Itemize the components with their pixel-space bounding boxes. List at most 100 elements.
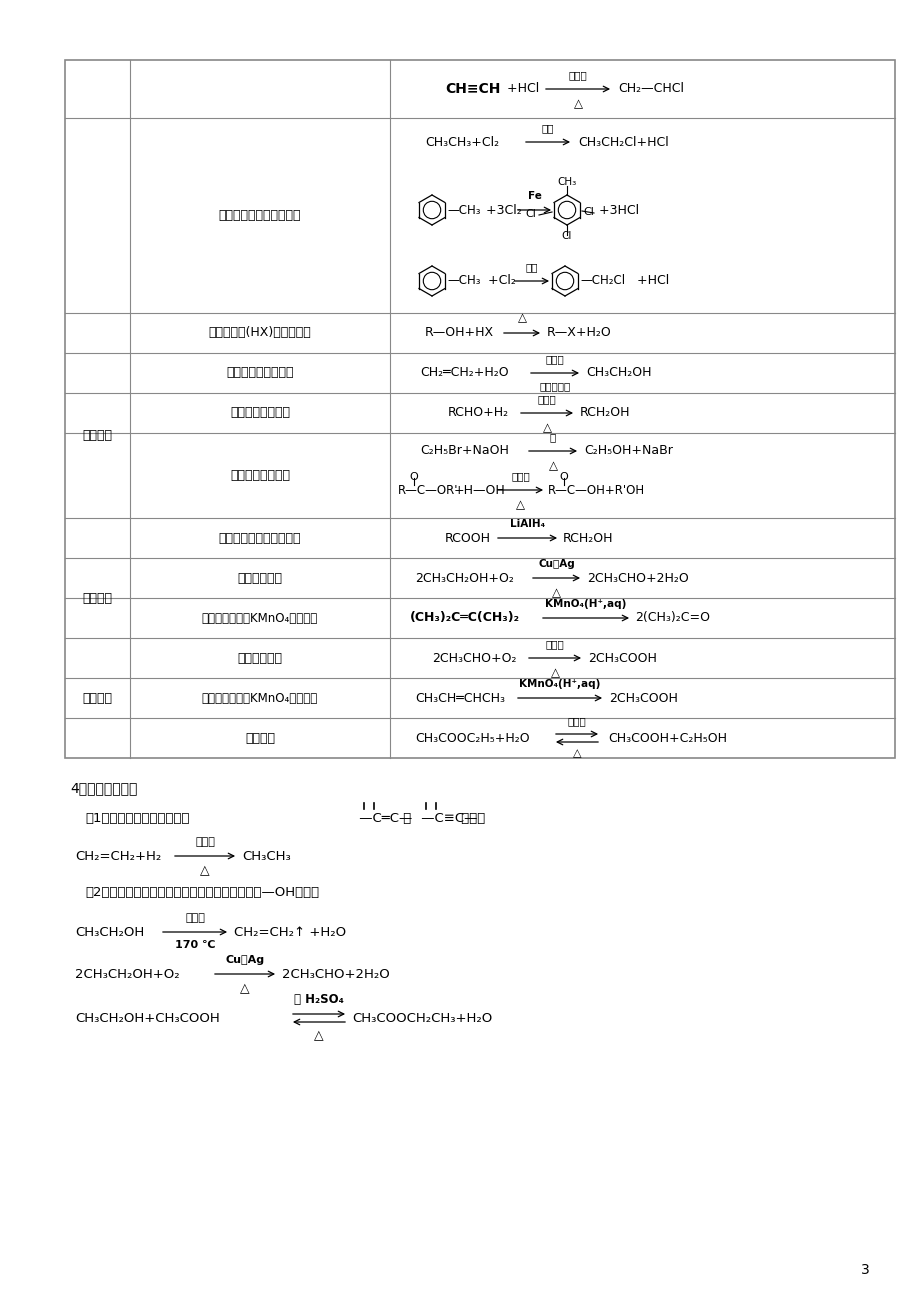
Text: +H—OH: +H—OH [453,483,505,496]
Text: △: △ [200,865,210,878]
Text: CH₃: CH₃ [557,177,576,187]
Text: Cl: Cl [583,207,594,217]
Text: 某些烯烃被酸性KMnO₄溶液氧化: 某些烯烃被酸性KMnO₄溶液氧化 [201,691,318,704]
Text: LiAlH₄: LiAlH₄ [509,519,544,529]
Text: CH₃CH₂Cl+HCl: CH₃CH₂Cl+HCl [577,135,668,148]
Text: Cl: Cl [525,210,535,219]
Text: 2CH₃CHO+2H₂O: 2CH₃CHO+2H₂O [282,967,390,980]
Text: 水: 水 [550,432,555,441]
Text: KMnO₄(H⁺,aq): KMnO₄(H⁺,aq) [518,680,600,689]
Text: （2）通过消去反应、氧化反应或酯化反应可消除—OH。如：: （2）通过消去反应、氧化反应或酯化反应可消除—OH。如： [85,885,319,898]
Text: 酯的水解: 酯的水解 [244,732,275,745]
Text: （1）通过加成反应可以消除: （1）通过加成反应可以消除 [85,811,189,824]
Text: 羧酸在一定条件下被还原: 羧酸在一定条件下被还原 [219,531,301,544]
Text: R—X+H₂O: R—X+H₂O [547,327,611,340]
Text: 2CH₃COOH: 2CH₃COOH [587,651,656,664]
Text: 2CH₃CHO+2H₂O: 2CH₃CHO+2H₂O [586,572,688,585]
Text: 。如：: 。如： [457,811,484,824]
Text: C₂H₅OH+NaBr: C₂H₅OH+NaBr [584,444,672,457]
Text: 稀硫酸: 稀硫酸 [511,471,529,480]
Text: CH₂═CH₂+H₂O: CH₂═CH₂+H₂O [420,366,508,379]
Text: 卤代烃、酯的水解: 卤代烃、酯的水解 [230,469,289,482]
Text: KMnO₄(H⁺,aq): KMnO₄(H⁺,aq) [545,599,626,609]
Text: △: △ [542,421,550,434]
Text: CH₃CH₂OH: CH₃CH₂OH [585,366,651,379]
Text: 引入醛基: 引入醛基 [83,591,112,604]
Text: R—C—OR': R—C—OR' [398,483,458,496]
Text: (CH₃)₂C═C(CH₃)₂: (CH₃)₂C═C(CH₃)₂ [410,612,519,625]
Text: CH₂=CH₂↑ +H₂O: CH₂=CH₂↑ +H₂O [233,926,346,939]
Text: Fe: Fe [527,191,541,201]
Text: △: △ [573,749,581,758]
Text: CH₃CH₃+Cl₂: CH₃CH₃+Cl₂ [425,135,499,148]
Text: 烯烃与水的加成反应: 烯烃与水的加成反应 [226,366,293,379]
Text: △: △ [516,311,526,324]
Text: 引入羧基: 引入羧基 [83,691,112,704]
Text: 浓 H₂SO₄: 浓 H₂SO₄ [294,993,344,1006]
Text: CH₂=CH₂+H₂: CH₂=CH₂+H₂ [75,849,161,862]
Text: RCOOH: RCOOH [445,531,491,544]
Text: △: △ [314,1029,323,1042]
Text: 2CH₃CH₂OH+O₂: 2CH₃CH₂OH+O₂ [414,572,514,585]
Text: —CH₂Cl: —CH₂Cl [579,275,624,288]
Text: CH≡CH: CH≡CH [445,82,500,96]
Text: 醇与氢卤酸(HX)的取代反应: 醇与氢卤酸(HX)的取代反应 [209,327,311,340]
Text: 加热、加压: 加热、加压 [539,381,570,391]
Text: △: △ [573,98,582,109]
Text: 催化剂: 催化剂 [195,837,215,848]
Text: 醛的氧化反应: 醛的氧化反应 [237,651,282,664]
Text: —CH₃: —CH₃ [447,275,480,288]
Text: +3Cl₂: +3Cl₂ [482,203,521,216]
Text: △: △ [550,667,559,680]
Text: △: △ [548,460,557,473]
Text: CH₃CH₃: CH₃CH₃ [242,849,290,862]
Text: Cu或Ag: Cu或Ag [225,954,265,965]
Text: CH₃COOCH₂CH₃+H₂O: CH₃COOCH₂CH₃+H₂O [352,1012,492,1025]
Text: RCH₂OH: RCH₂OH [579,406,630,419]
Text: 催化剂: 催化剂 [545,354,563,365]
Text: CH₃CH═CHCH₃: CH₃CH═CHCH₃ [414,691,505,704]
Text: +HCl: +HCl [503,82,539,95]
Text: +3HCl: +3HCl [595,203,639,216]
Text: Cl: Cl [562,230,572,241]
Text: 2CH₃COOH: 2CH₃COOH [608,691,677,704]
Text: RCHO+H₂: RCHO+H₂ [448,406,508,419]
Text: —C≡C—: —C≡C— [416,811,477,824]
Text: 3: 3 [860,1263,869,1277]
Text: 催化剂: 催化剂 [545,639,563,648]
Text: CH₃CH₂OH+CH₃COOH: CH₃CH₂OH+CH₃COOH [75,1012,220,1025]
Text: 稀硫酸: 稀硫酸 [567,716,585,727]
Text: O: O [559,473,568,482]
Text: —CH₃: —CH₃ [447,203,480,216]
Text: 2CH₃CHO+O₂: 2CH₃CHO+O₂ [432,651,516,664]
Text: CH₃CH₂OH: CH₃CH₂OH [75,926,144,939]
Text: 光照: 光照 [525,262,538,272]
Text: 170 ℃: 170 ℃ [175,940,215,950]
Bar [65,60,894,758]
Text: R—OH+HX: R—OH+HX [425,327,494,340]
Text: R—C—OH+R'OH: R—C—OH+R'OH [548,483,644,496]
Text: —C═C—: —C═C— [355,811,412,824]
Text: 某些烯烃被酸性KMnO₄溶液氧化: 某些烯烃被酸性KMnO₄溶液氧化 [201,612,318,625]
Text: 引入羟基: 引入羟基 [83,428,112,441]
Text: △: △ [240,982,250,995]
Text: +HCl: +HCl [632,275,668,288]
Text: 2CH₃CH₂OH+O₂: 2CH₃CH₂OH+O₂ [75,967,179,980]
Text: RCH₂OH: RCH₂OH [562,531,613,544]
Text: △: △ [516,497,525,510]
Text: 烷烃、芳香烃的取代反应: 烷烃、芳香烃的取代反应 [219,210,301,223]
Text: 催化剂: 催化剂 [568,70,586,79]
Text: 醇的催化氧化: 醇的催化氧化 [237,572,282,585]
Text: 催化剂: 催化剂 [537,395,556,404]
Text: 或: 或 [399,811,411,824]
Text: O: O [409,473,418,482]
Text: CH₃COOC₂H₅+H₂O: CH₃COOC₂H₅+H₂O [414,732,529,745]
Text: Cu或Ag: Cu或Ag [538,559,574,569]
Text: 光照: 光照 [541,122,553,133]
Text: 4．官能团的消除: 4．官能团的消除 [70,781,137,796]
Text: +Cl₂: +Cl₂ [483,275,516,288]
Text: △: △ [551,586,561,599]
Text: CH₃COOH+C₂H₅OH: CH₃COOH+C₂H₅OH [607,732,726,745]
Text: CH₂—CHCl: CH₂—CHCl [618,82,683,95]
Text: C₂H₅Br+NaOH: C₂H₅Br+NaOH [420,444,508,457]
